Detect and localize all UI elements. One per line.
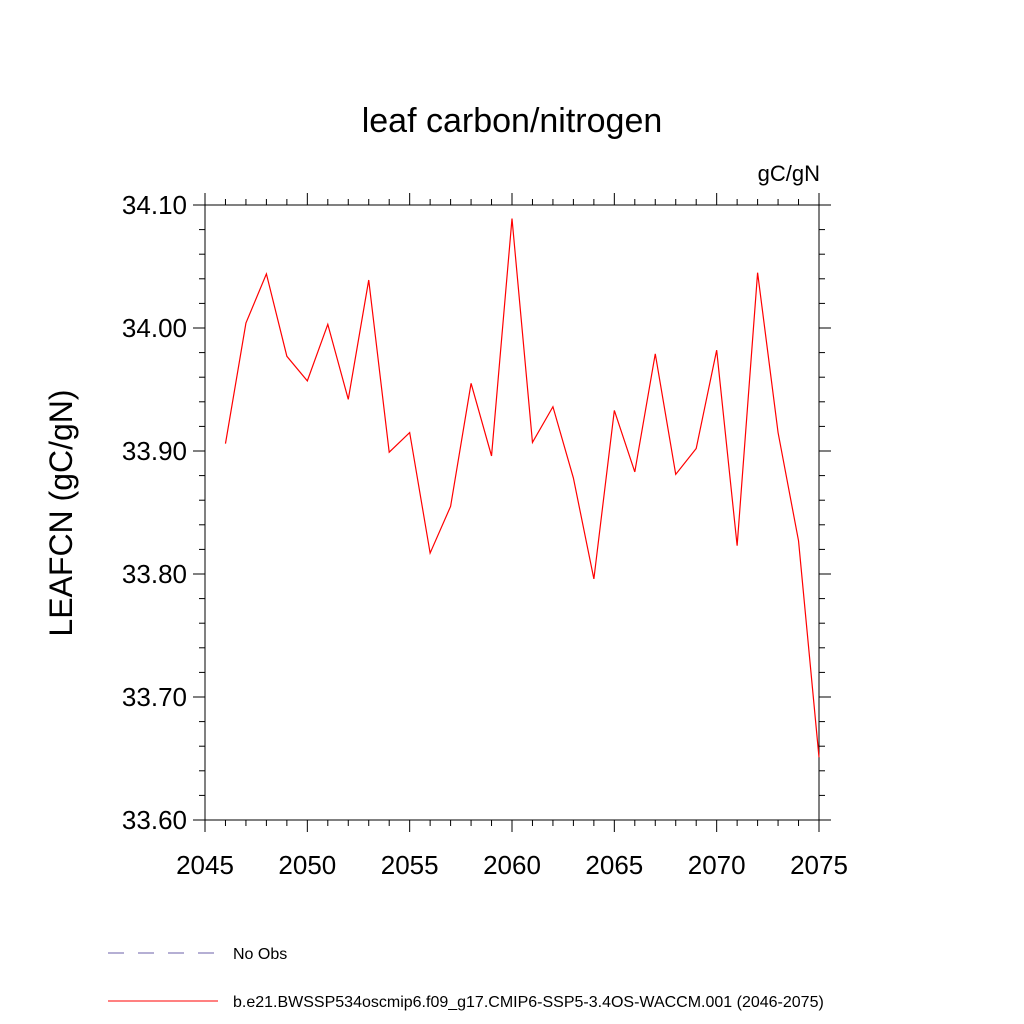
legend-label-series: b.e21.BWSSP534oscmip6.f09_g17.CMIP6-SSP5… <box>233 994 824 1011</box>
x-tick-labels: 2045 2050 2055 2060 2065 2070 2075 <box>176 850 848 880</box>
y-tick-labels: 33.60 33.70 33.80 33.90 34.00 34.10 <box>122 190 187 835</box>
y-tick-label: 33.70 <box>122 682 187 712</box>
y-tick-label: 34.00 <box>122 313 187 343</box>
x-tick-label: 2045 <box>176 850 234 880</box>
y-tick-label: 33.90 <box>122 436 187 466</box>
series-line <box>224 218 820 758</box>
minor-ticks <box>199 199 825 826</box>
units-label: gC/gN <box>758 161 820 186</box>
x-tick-label: 2075 <box>790 850 848 880</box>
y-tick-label: 33.80 <box>122 559 187 589</box>
y-axis-label: LEAFCN (gC/gN) <box>43 389 79 636</box>
chart-title: leaf carbon/nitrogen <box>362 102 663 140</box>
x-tick-label: 2070 <box>688 850 746 880</box>
x-tick-label: 2065 <box>585 850 643 880</box>
x-tick-label: 2060 <box>483 850 541 880</box>
legend-label-no-obs: No Obs <box>233 946 287 963</box>
y-tick-label: 34.10 <box>122 190 187 220</box>
x-tick-label: 2050 <box>278 850 336 880</box>
x-tick-label: 2055 <box>381 850 439 880</box>
legend: No Obs b.e21.BWSSP534oscmip6.f09_g17.CMI… <box>108 946 824 1011</box>
plot-frame <box>204 204 820 821</box>
major-ticks <box>193 193 831 832</box>
y-tick-label: 33.60 <box>122 805 187 835</box>
